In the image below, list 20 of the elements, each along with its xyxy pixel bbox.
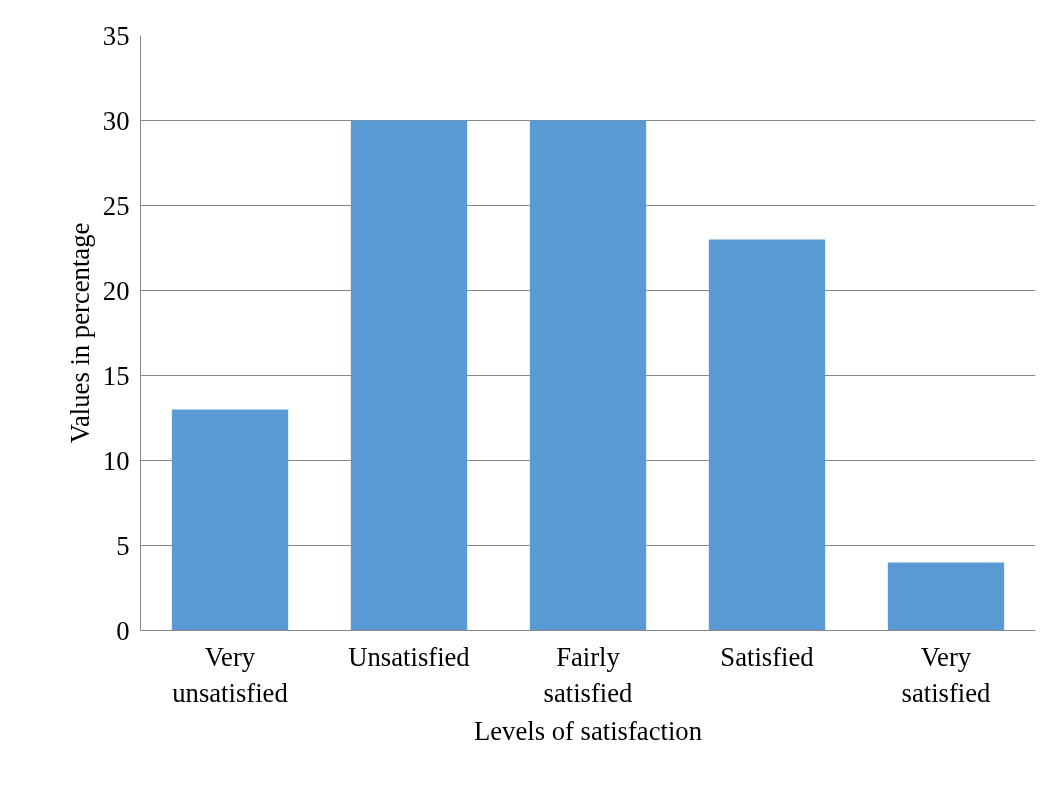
y-tick-label: 35 — [102, 20, 130, 51]
bar — [529, 120, 647, 631]
x-tick-label: Fairly satisfied — [543, 641, 633, 708]
x-tick-label: Very unsatisfied — [172, 641, 288, 708]
x-tick-label: Very satisfied — [901, 641, 991, 708]
bar — [350, 120, 468, 631]
y-tick-label: 25 — [102, 190, 130, 221]
y-tick-label: 0 — [116, 615, 130, 646]
y-tick-label: 5 — [116, 530, 130, 561]
y-tick-label: 10 — [102, 445, 130, 476]
bar — [887, 562, 1005, 631]
bar — [171, 409, 289, 631]
y-tick-label: 20 — [102, 275, 130, 306]
x-tick-label: Unsatisfied — [348, 641, 470, 672]
y-tick-label: 30 — [102, 105, 130, 136]
y-axis-title: Values in percentage — [64, 222, 95, 444]
y-tick-label: 15 — [102, 360, 130, 391]
bar — [708, 239, 826, 631]
x-tick-label: Satisfied — [720, 641, 814, 672]
x-axis-title: Levels of satisfaction — [474, 715, 702, 746]
